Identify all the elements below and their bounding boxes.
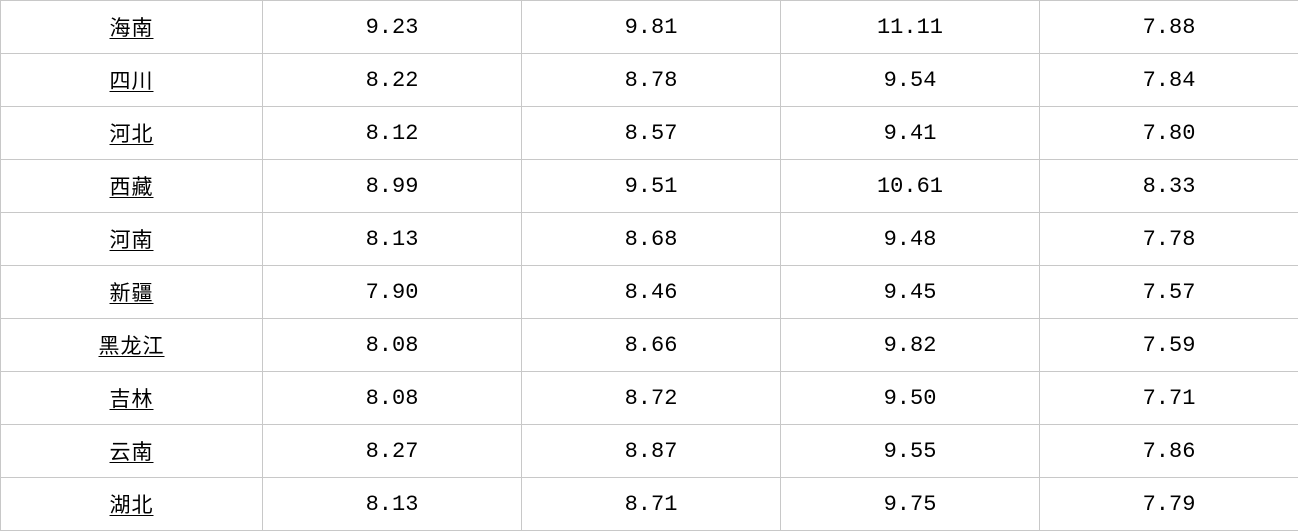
value-cell: 7.71 [1040, 372, 1298, 425]
value-cell: 8.08 [263, 372, 522, 425]
value-cell: 9.75 [781, 478, 1040, 531]
province-link[interactable]: 海南 [110, 16, 154, 40]
province-cell[interactable]: 河北 [1, 107, 263, 160]
province-cell[interactable]: 吉林 [1, 372, 263, 425]
province-cell[interactable]: 四川 [1, 54, 263, 107]
value-cell: 7.59 [1040, 319, 1298, 372]
table-row: 湖北 8.13 8.71 9.75 7.79 [1, 478, 1298, 531]
table-row: 吉林 8.08 8.72 9.50 7.71 [1, 372, 1298, 425]
value-cell: 7.88 [1040, 1, 1298, 54]
value-cell: 11.11 [781, 1, 1040, 54]
table-row: 四川 8.22 8.78 9.54 7.84 [1, 54, 1298, 107]
table-row: 西藏 8.99 9.51 10.61 8.33 [1, 160, 1298, 213]
province-cell[interactable]: 新疆 [1, 266, 263, 319]
table-row: 云南 8.27 8.87 9.55 7.86 [1, 425, 1298, 478]
province-cell[interactable]: 海南 [1, 1, 263, 54]
value-cell: 8.57 [522, 107, 781, 160]
table-row: 黑龙江 8.08 8.66 9.82 7.59 [1, 319, 1298, 372]
table-row: 海南 9.23 9.81 11.11 7.88 [1, 1, 1298, 54]
province-cell[interactable]: 湖北 [1, 478, 263, 531]
value-cell: 8.68 [522, 213, 781, 266]
province-link[interactable]: 吉林 [110, 387, 154, 411]
value-cell: 7.84 [1040, 54, 1298, 107]
province-link[interactable]: 湖北 [110, 493, 154, 517]
value-cell: 8.78 [522, 54, 781, 107]
province-link[interactable]: 四川 [110, 69, 154, 93]
province-cell[interactable]: 云南 [1, 425, 263, 478]
value-cell: 8.46 [522, 266, 781, 319]
value-cell: 7.78 [1040, 213, 1298, 266]
value-cell: 8.66 [522, 319, 781, 372]
value-cell: 7.57 [1040, 266, 1298, 319]
value-cell: 9.55 [781, 425, 1040, 478]
province-link[interactable]: 河北 [110, 122, 154, 146]
table-row: 河北 8.12 8.57 9.41 7.80 [1, 107, 1298, 160]
value-cell: 9.82 [781, 319, 1040, 372]
value-cell: 8.27 [263, 425, 522, 478]
price-table: 海南 9.23 9.81 11.11 7.88 四川 8.22 8.78 9.5… [0, 0, 1298, 531]
value-cell: 8.72 [522, 372, 781, 425]
value-cell: 8.87 [522, 425, 781, 478]
value-cell: 8.12 [263, 107, 522, 160]
province-link[interactable]: 云南 [110, 440, 154, 464]
value-cell: 8.13 [263, 213, 522, 266]
value-cell: 8.13 [263, 478, 522, 531]
value-cell: 7.86 [1040, 425, 1298, 478]
value-cell: 9.81 [522, 1, 781, 54]
value-cell: 9.54 [781, 54, 1040, 107]
value-cell: 9.50 [781, 372, 1040, 425]
value-cell: 7.90 [263, 266, 522, 319]
value-cell: 7.80 [1040, 107, 1298, 160]
province-cell[interactable]: 河南 [1, 213, 263, 266]
province-cell[interactable]: 黑龙江 [1, 319, 263, 372]
value-cell: 7.79 [1040, 478, 1298, 531]
province-link[interactable]: 河南 [110, 228, 154, 252]
province-cell[interactable]: 西藏 [1, 160, 263, 213]
value-cell: 8.99 [263, 160, 522, 213]
value-cell: 10.61 [781, 160, 1040, 213]
value-cell: 9.51 [522, 160, 781, 213]
province-link[interactable]: 黑龙江 [99, 334, 165, 358]
province-link[interactable]: 西藏 [110, 175, 154, 199]
value-cell: 9.45 [781, 266, 1040, 319]
value-cell: 8.33 [1040, 160, 1298, 213]
value-cell: 8.08 [263, 319, 522, 372]
table-row: 新疆 7.90 8.46 9.45 7.57 [1, 266, 1298, 319]
table-body: 海南 9.23 9.81 11.11 7.88 四川 8.22 8.78 9.5… [1, 1, 1298, 531]
value-cell: 8.22 [263, 54, 522, 107]
value-cell: 9.41 [781, 107, 1040, 160]
value-cell: 9.23 [263, 1, 522, 54]
table-row: 河南 8.13 8.68 9.48 7.78 [1, 213, 1298, 266]
value-cell: 9.48 [781, 213, 1040, 266]
province-link[interactable]: 新疆 [110, 281, 154, 305]
value-cell: 8.71 [522, 478, 781, 531]
